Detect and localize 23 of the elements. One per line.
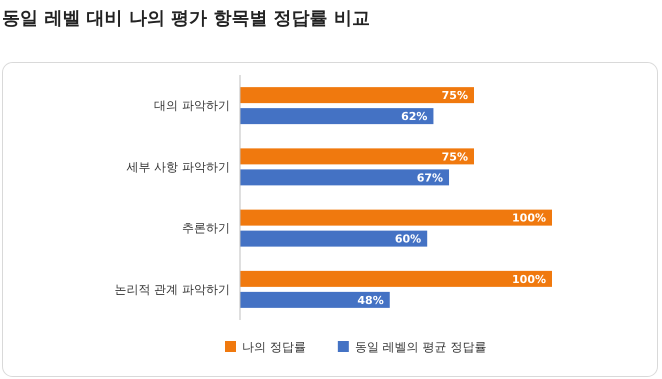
chart-title: 동일 레벨 대비 나의 평가 항목별 정답률 비교 — [2, 8, 370, 29]
y-tick-label: 논리적 관계 파악하기 — [114, 282, 230, 296]
y-tick-label: 대의 파악하기 — [154, 98, 230, 113]
bar — [240, 210, 552, 226]
data-label: 62% — [401, 110, 428, 124]
bar — [240, 270, 552, 287]
bar — [240, 148, 474, 164]
legend-label: 나의 정답률 — [242, 340, 306, 354]
data-label: 100% — [512, 212, 546, 225]
bar — [240, 87, 474, 104]
y-tick-label: 추론하기 — [182, 221, 230, 236]
data-label: 60% — [394, 232, 422, 246]
bar — [240, 108, 434, 124]
data-label: 75% — [442, 150, 468, 164]
data-label: 100% — [512, 272, 546, 286]
bar — [240, 230, 428, 247]
data-label: 48% — [357, 294, 384, 307]
y-tick-label: 세부 사항 파악하기 — [126, 160, 230, 174]
bar — [240, 169, 450, 186]
data-label: 75% — [442, 89, 468, 102]
bar — [240, 292, 390, 308]
data-label: 67% — [416, 171, 444, 184]
legend-label: 동일 레벨의 평균 정답률 — [354, 340, 486, 354]
